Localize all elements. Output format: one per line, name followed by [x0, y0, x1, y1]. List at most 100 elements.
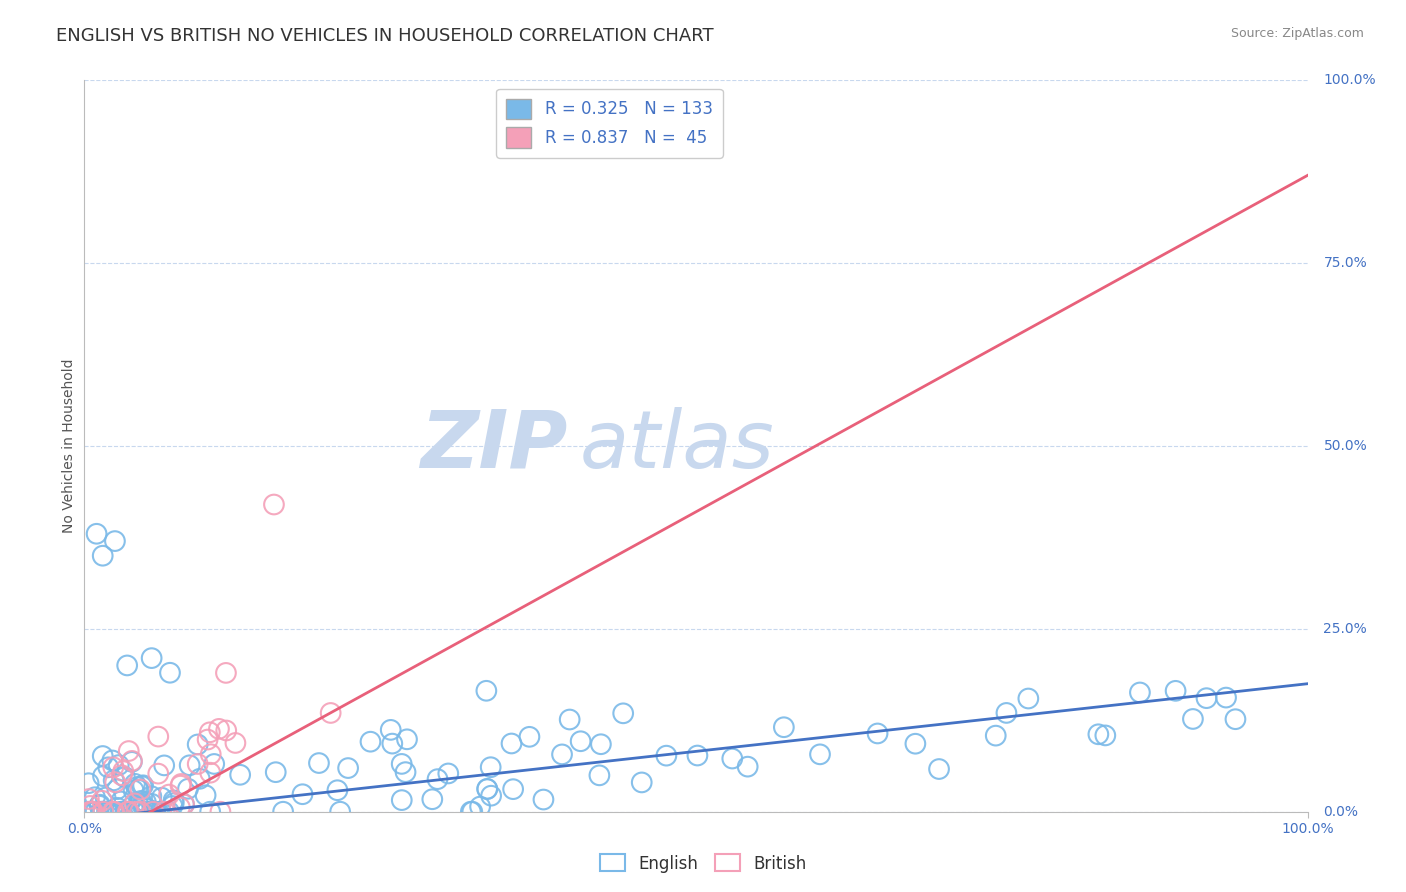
Point	[118, 744, 141, 758]
Point	[103, 805, 125, 819]
Point	[142, 805, 165, 819]
Point	[1215, 690, 1237, 705]
Point	[82, 805, 104, 819]
Point	[143, 805, 166, 819]
Point	[117, 805, 139, 819]
Point	[187, 738, 209, 752]
Point	[179, 758, 201, 772]
Point	[150, 790, 173, 805]
Point	[477, 781, 499, 796]
Point	[149, 805, 172, 819]
Point	[501, 737, 523, 751]
Point	[131, 779, 153, 793]
Point	[194, 789, 217, 803]
Point	[77, 792, 100, 806]
Point	[479, 760, 502, 774]
Point	[117, 805, 139, 819]
Point	[1181, 712, 1204, 726]
Point	[143, 805, 166, 819]
Point	[271, 805, 294, 819]
Point	[569, 734, 592, 748]
Point	[169, 800, 191, 814]
Point	[115, 658, 138, 673]
Text: Source: ZipAtlas.com: Source: ZipAtlas.com	[1230, 27, 1364, 40]
Point	[103, 805, 125, 819]
Point	[132, 778, 155, 792]
Point	[394, 765, 416, 780]
Point	[1087, 727, 1109, 741]
Point	[162, 799, 184, 814]
Point	[319, 706, 342, 720]
Point	[173, 797, 195, 812]
Point	[337, 761, 360, 775]
Text: 0.0%: 0.0%	[1323, 805, 1358, 819]
Point	[91, 749, 114, 764]
Point	[1094, 728, 1116, 742]
Point	[97, 760, 120, 774]
Point	[124, 777, 146, 791]
Point	[264, 765, 287, 780]
Point	[326, 783, 349, 797]
Point	[866, 726, 889, 740]
Point	[94, 790, 117, 805]
Point	[395, 732, 418, 747]
Point	[360, 734, 382, 748]
Point	[655, 748, 678, 763]
Point	[131, 798, 153, 813]
Point	[80, 805, 103, 819]
Point	[115, 805, 138, 819]
Point	[904, 737, 927, 751]
Point	[143, 805, 166, 819]
Point	[209, 805, 232, 819]
Point	[129, 794, 152, 808]
Point	[984, 729, 1007, 743]
Point	[101, 805, 124, 819]
Point	[127, 782, 149, 797]
Point	[198, 805, 221, 819]
Point	[391, 756, 413, 771]
Point	[148, 730, 170, 744]
Point	[127, 780, 149, 794]
Point	[721, 751, 744, 765]
Point	[97, 805, 120, 819]
Point	[96, 805, 118, 819]
Point	[157, 805, 180, 819]
Point	[86, 526, 108, 541]
Point	[82, 805, 104, 819]
Point	[91, 794, 114, 808]
Point	[104, 534, 127, 549]
Point	[82, 805, 104, 819]
Point	[122, 783, 145, 797]
Point	[103, 773, 125, 788]
Point	[551, 747, 574, 762]
Point	[90, 805, 112, 819]
Point	[124, 797, 146, 811]
Point	[76, 805, 98, 819]
Point	[229, 768, 252, 782]
Point	[105, 782, 128, 797]
Point	[208, 722, 231, 736]
Point	[215, 723, 238, 738]
Point	[115, 805, 138, 819]
Point	[142, 805, 165, 819]
Text: ENGLISH VS BRITISH NO VEHICLES IN HOUSEHOLD CORRELATION CHART: ENGLISH VS BRITISH NO VEHICLES IN HOUSEH…	[56, 27, 714, 45]
Point	[420, 792, 443, 806]
Point	[114, 770, 136, 784]
Point	[141, 789, 163, 804]
Point	[479, 789, 502, 803]
Point	[737, 759, 759, 773]
Point	[589, 737, 612, 751]
Text: 50.0%: 50.0%	[1323, 439, 1367, 453]
Point	[380, 723, 402, 737]
Point	[995, 706, 1018, 720]
Point	[135, 795, 157, 809]
Point	[153, 758, 176, 772]
Point	[93, 805, 115, 819]
Point	[110, 795, 132, 809]
Point	[148, 766, 170, 780]
Point	[101, 754, 124, 768]
Point	[103, 760, 125, 774]
Point	[519, 730, 541, 744]
Point	[105, 801, 128, 815]
Point	[153, 805, 176, 819]
